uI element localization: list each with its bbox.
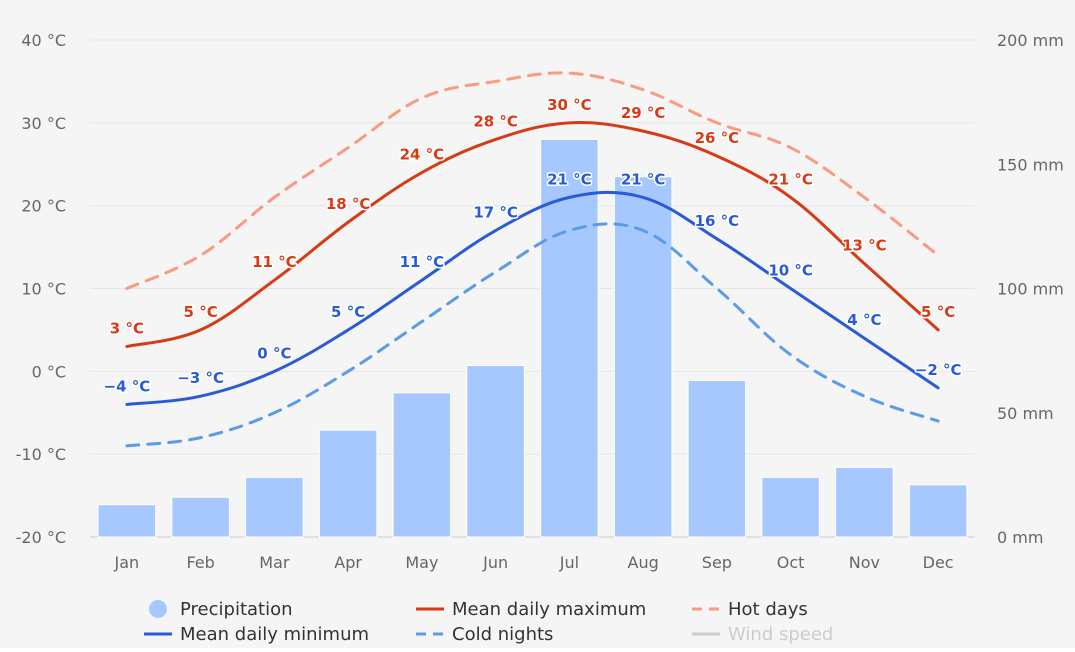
mean-daily-minimum-data-label: −4 °C <box>104 377 151 395</box>
x-axis-tick-label: Jan <box>114 553 140 572</box>
mean-daily-minimum-data-label: 17 °C <box>473 204 518 222</box>
mean-daily-minimum-data-label: 21 °C <box>621 170 666 188</box>
x-axis-tick-label: Dec <box>923 553 954 572</box>
mean-daily-maximum-data-label: 28 °C <box>473 112 518 130</box>
x-axis-tick-label: Sep <box>702 553 732 572</box>
x-axis-tick-label: May <box>405 553 438 572</box>
precipitation-bar[interactable] <box>318 429 378 538</box>
legend-label: Cold nights <box>452 624 553 645</box>
legend-label: Hot days <box>728 599 808 620</box>
mean-daily-maximum-data-label: 18 °C <box>326 195 371 213</box>
legend-item-wind-speed[interactable]: Wind speed <box>692 624 833 645</box>
mean-daily-minimum-data-label: 5 °C <box>331 303 365 321</box>
mean-daily-maximum-data-label: 5 °C <box>184 303 218 321</box>
mean-daily-minimum-data-label: 10 °C <box>768 262 813 280</box>
precipitation-bar[interactable] <box>97 504 157 538</box>
mean-daily-minimum-data-label: −3 °C <box>177 369 224 387</box>
x-axis-tick-label: Apr <box>334 553 362 572</box>
mean-daily-minimum-data-label: 11 °C <box>400 253 445 271</box>
left-axis-tick-label: 40 °C <box>21 31 66 50</box>
precipitation-bar[interactable] <box>613 176 673 538</box>
left-axis-tick-label: 20 °C <box>21 197 66 216</box>
precipitation-bar[interactable] <box>908 484 968 538</box>
legend-label: Mean daily minimum <box>180 624 369 645</box>
legend-item-mean-daily-maximum[interactable]: Mean daily maximum <box>416 599 646 620</box>
mean-daily-maximum-data-label: 5 °C <box>921 303 955 321</box>
mean-daily-maximum-data-label: 11 °C <box>252 253 297 271</box>
mean-daily-minimum-data-label: −2 °C <box>915 361 962 379</box>
mean-daily-minimum-data-label: 0 °C <box>257 344 291 362</box>
precipitation-bar[interactable] <box>687 379 747 538</box>
mean-daily-minimum-data-label: 21 °C <box>547 170 592 188</box>
mean-daily-maximum-data-label: 13 °C <box>842 237 887 255</box>
right-axis-tick-label: 200 mm <box>997 31 1064 50</box>
mean-daily-minimum-line[interactable] <box>125 190 940 406</box>
x-axis-tick-label: Mar <box>259 553 290 572</box>
precipitation-bar[interactable] <box>392 392 452 538</box>
legend-item-cold-nights[interactable]: Cold nights <box>416 624 553 645</box>
mean-daily-maximum-data-label: 24 °C <box>400 146 445 164</box>
precipitation-bar[interactable] <box>835 466 894 538</box>
mean-daily-maximum-data-label: 30 °C <box>547 96 592 114</box>
x-axis-tick-label: Jun <box>482 553 508 572</box>
precipitation-bar[interactable] <box>466 365 525 538</box>
mean-daily-maximum-data-label: 3 °C <box>110 319 144 337</box>
right-axis-tick-label: 50 mm <box>997 404 1054 423</box>
right-axis-tick-label: 0 mm <box>997 528 1043 547</box>
legend-label: Mean daily maximum <box>452 599 646 620</box>
x-axis-tick-label: Oct <box>777 553 805 572</box>
hot-days-line[interactable] <box>125 71 940 290</box>
legend-circle-marker <box>149 600 167 618</box>
x-axis-tick-label: Aug <box>628 553 659 572</box>
x-axis-tick-label: Nov <box>849 553 880 572</box>
precipitation-bar[interactable] <box>761 476 820 538</box>
left-axis-tick-label: 0 °C <box>32 362 66 381</box>
left-axis-tick-label: -20 °C <box>16 528 66 547</box>
precipitation-bar[interactable] <box>540 138 599 538</box>
precipitation-bar[interactable] <box>171 496 230 538</box>
legend-item-precipitation[interactable]: Precipitation <box>149 599 293 620</box>
legend-label: Precipitation <box>180 599 293 620</box>
left-axis-tick-label: 10 °C <box>21 280 66 299</box>
right-axis-tick-label: 150 mm <box>997 155 1064 174</box>
right-axis-tick-label: 100 mm <box>997 280 1064 299</box>
legend-label: Wind speed <box>728 624 833 645</box>
legend-item-hot-days[interactable]: Hot days <box>692 599 808 620</box>
cold-nights-line[interactable] <box>125 222 940 448</box>
x-axis-tick-label: Feb <box>186 553 214 572</box>
mean-daily-minimum-data-label: 4 °C <box>847 311 881 329</box>
mean-daily-minimum-data-label: 16 °C <box>695 212 740 230</box>
left-axis-tick-label: 30 °C <box>21 114 66 133</box>
mean-daily-maximum-line[interactable] <box>125 121 940 348</box>
mean-daily-maximum-data-label: 29 °C <box>621 104 666 122</box>
precipitation-bar[interactable] <box>245 476 304 538</box>
left-axis-tick-label: -10 °C <box>16 445 66 464</box>
legend-item-mean-daily-minimum[interactable]: Mean daily minimum <box>144 624 369 645</box>
x-axis-tick-label: Jul <box>559 553 579 572</box>
mean-daily-maximum-data-label: 21 °C <box>768 170 813 188</box>
mean-daily-maximum-data-label: 26 °C <box>695 129 740 147</box>
